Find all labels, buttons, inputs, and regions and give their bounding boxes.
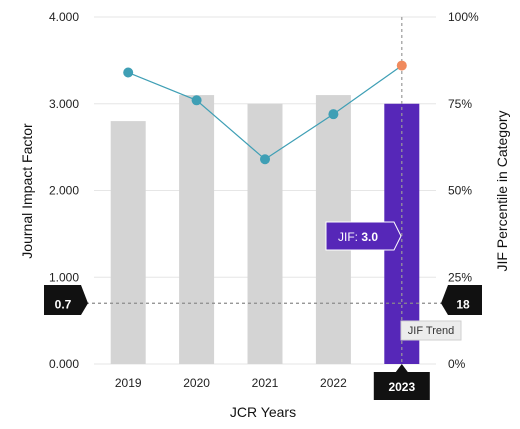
legend-label: JIF Trend xyxy=(408,325,454,337)
bar xyxy=(247,103,283,364)
tooltip-text: JIF: 3.0 xyxy=(338,230,378,244)
right-axis-ticks: 0% 25% 50% 75% 100% xyxy=(448,10,479,371)
trend-point xyxy=(328,109,339,120)
tooltip-value: 3.0 xyxy=(361,230,378,244)
y-tick-label: 4.000 xyxy=(49,10,79,24)
y-tick-label: 2.000 xyxy=(49,184,79,198)
reference-callout-right-bg xyxy=(441,285,482,315)
tooltip-bg xyxy=(325,221,402,251)
left-axis-ticks: 0.000 1.000 2.000 3.000 4.000 xyxy=(49,10,79,371)
trend-line-group xyxy=(123,60,407,165)
y-tick-label: 3.000 xyxy=(49,97,79,111)
x-tick-label: 2022 xyxy=(320,376,347,390)
x-callout-label: 2023 xyxy=(388,380,415,394)
y2-tick-label: 0% xyxy=(448,357,466,371)
trend-point xyxy=(191,95,202,106)
bar xyxy=(110,121,146,364)
bar xyxy=(179,95,215,364)
callouts: 0.7 18 2023 JIF: 3.0 JIF Trend xyxy=(44,221,482,400)
legend-chip xyxy=(400,320,462,341)
x-axis-title: JCR Years xyxy=(230,404,296,420)
x-tick-label: 2021 xyxy=(252,376,279,390)
tooltip-label: JIF: xyxy=(338,230,361,244)
trend-point xyxy=(123,67,134,78)
reference-callout-left-bg xyxy=(44,285,88,315)
y2-tick-label: 100% xyxy=(448,10,479,24)
y-axis-title: Journal Impact Factor xyxy=(19,123,35,259)
y2-axis-title: JIF Percentile in Category xyxy=(494,110,510,271)
x-axis-ticks: 2019 2020 2021 2022 xyxy=(115,376,347,390)
reference-callout-right-label: 18 xyxy=(456,297,470,311)
y-tick-label: 0.000 xyxy=(49,357,79,371)
y-tick-label: 1.000 xyxy=(49,270,79,284)
x-tick-label: 2019 xyxy=(115,376,142,390)
trend-point xyxy=(396,60,407,71)
reference-callout-left-label: 0.7 xyxy=(55,297,72,311)
x-tick-label: 2020 xyxy=(183,376,210,390)
y2-tick-label: 75% xyxy=(448,97,472,111)
trend-point xyxy=(260,154,270,165)
y2-tick-label: 50% xyxy=(448,184,472,198)
x-callout-bg xyxy=(373,364,430,400)
y2-tick-label: 25% xyxy=(448,270,472,284)
